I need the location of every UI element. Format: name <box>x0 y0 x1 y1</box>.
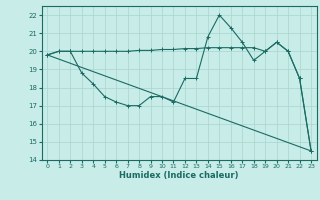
X-axis label: Humidex (Indice chaleur): Humidex (Indice chaleur) <box>119 171 239 180</box>
